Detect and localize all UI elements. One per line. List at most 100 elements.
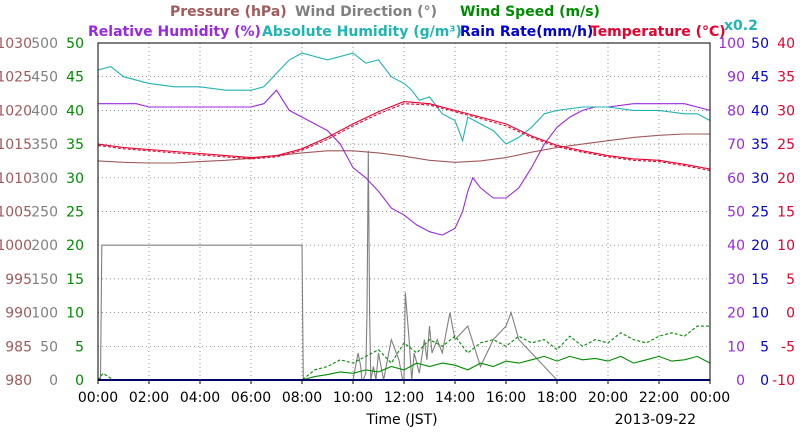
y-tick-label-rain: 40	[751, 103, 769, 119]
y-tick-label-wind_speed: 20	[66, 238, 84, 254]
y-tick-label-temp: 5	[786, 272, 795, 288]
y-tick-label-wind_speed: 25	[66, 205, 84, 221]
y-tick-label-wind_speed: 10	[66, 306, 84, 322]
y-tick-label-wind_dir: 100	[31, 306, 58, 322]
y-tick-label-wind_speed: 30	[66, 171, 84, 187]
y-tick-label-pressure: 1030	[0, 36, 32, 52]
y-tick-label-wind_dir: 200	[31, 238, 58, 254]
y-tick-label-wind_dir: 500	[31, 36, 58, 52]
x-tick-label: 02:00	[129, 390, 169, 406]
title-rain: Rain Rate(mm/h)	[460, 24, 593, 40]
y-tick-label-temp: 30	[777, 103, 795, 119]
grid	[98, 43, 710, 380]
y-tick-label-pressure: 995	[5, 272, 32, 288]
y-tick-label-rh_ah: 30	[727, 272, 745, 288]
x-tick-label: 20:00	[588, 390, 628, 406]
y-tick-label-wind_speed: 0	[75, 373, 84, 389]
y-tick-label-pressure: 1000	[0, 238, 32, 254]
series-line-wind_dir	[98, 150, 710, 381]
y-tick-label-temp: 20	[777, 171, 795, 187]
y-tick-label-wind_dir: 350	[31, 137, 58, 153]
y-tick-label-rh_ah: 80	[727, 103, 745, 119]
y-tick-label-pressure: 985	[5, 339, 32, 355]
y-tick-label-wind_speed: 50	[66, 36, 84, 52]
y-tick-label-rain: 0	[760, 373, 769, 389]
y-tick-label-rh_ah: 0	[736, 373, 745, 389]
y-tick-label-temp: 15	[777, 205, 795, 221]
y-tick-label-pressure: 1020	[0, 103, 32, 119]
y-tick-label-rh_ah: 50	[727, 205, 745, 221]
y-tick-label-pressure: 990	[5, 306, 32, 322]
y-tick-label-rain: 50	[751, 36, 769, 52]
series-line-wind_speed	[98, 355, 711, 381]
x-tick-label: 08:00	[282, 390, 322, 406]
date-label: 2013-09-22	[615, 412, 696, 428]
x-tick-label: 04:00	[180, 390, 220, 406]
x-tick-label: 10:00	[333, 390, 373, 406]
y-tick-label-pressure: 1005	[0, 205, 32, 221]
y-tick-label-temp: 0	[786, 306, 795, 322]
y-tick-label-rh_ah: 70	[727, 137, 745, 153]
x-tick-label: 00:00	[690, 390, 730, 406]
x-tick-label: 16:00	[486, 390, 526, 406]
x-tick-label: 00:00	[78, 390, 118, 406]
x-tick-label: 14:00	[435, 390, 475, 406]
y-tick-label-wind_speed: 35	[66, 137, 84, 153]
x-tick-label: 12:00	[384, 390, 424, 406]
series-line-rh	[98, 89, 711, 236]
y-tick-label-rh_ah: 10	[727, 339, 745, 355]
title-row-2: Relative Humidity (%) Absolute Humidity …	[88, 18, 758, 40]
y-tick-label-temp: 10	[777, 238, 795, 254]
series-layer	[97, 52, 711, 381]
y-tick-label-wind_speed: 5	[75, 339, 84, 355]
y-tick-label-pressure: 980	[5, 373, 32, 389]
y-tick-label-wind_speed: 15	[66, 272, 84, 288]
title-rh: Relative Humidity (%)	[88, 24, 261, 40]
y-tick-label-rain: 25	[751, 205, 769, 221]
y-tick-label-wind_speed: 40	[66, 103, 84, 119]
title-row-1: Pressure (hPa) Wind Direction (°) Wind S…	[170, 4, 600, 20]
y-tick-label-wind_speed: 45	[66, 70, 84, 86]
y-tick-label-rain: 20	[751, 238, 769, 254]
series-line-temp	[97, 101, 711, 170]
title-temp: Temperature (°C)	[590, 24, 726, 40]
y-tick-label-wind_dir: 250	[31, 205, 58, 221]
y-tick-label-rh_ah: 100	[718, 36, 745, 52]
y-tick-label-pressure: 1010	[0, 171, 32, 187]
y-tick-label-temp: 25	[777, 137, 795, 153]
series-line-ah	[97, 52, 711, 145]
y-tick-label-temp: 40	[777, 36, 795, 52]
y-tick-label-rain: 10	[751, 306, 769, 322]
y-tick-label-rh_ah: 40	[727, 238, 745, 254]
y-tick-label-rain: 30	[751, 171, 769, 187]
y-tick-label-wind_dir: 400	[31, 103, 58, 119]
series-line-wind_gust	[97, 325, 710, 381]
y-tick-label-rain: 15	[751, 272, 769, 288]
y-tick-label-pressure: 1015	[0, 137, 32, 153]
y-tick-label-rh_ah: 60	[727, 171, 745, 187]
y-tick-label-rh_ah: 20	[727, 306, 745, 322]
x-tick-label: 06:00	[231, 390, 271, 406]
x-tick-label: 22:00	[639, 390, 679, 406]
title-pressure: Pressure (hPa)	[170, 4, 287, 20]
y-tick-label-temp: -5	[781, 339, 795, 355]
y-tick-label-wind_dir: 50	[40, 339, 58, 355]
x-axis-ticks: 00:00 02:00 04:00 06:00 08:00 10:00 12:00 14:00…	[78, 380, 730, 406]
y-tick-label-rain: 35	[751, 137, 769, 153]
y-tick-label-rh_ah: 90	[727, 70, 745, 86]
y-tick-label-pressure: 1025	[0, 70, 32, 86]
y-tick-label-wind_dir: 0	[49, 373, 58, 389]
series-line-pressure	[97, 133, 710, 164]
y-tick-label-wind_dir: 450	[31, 70, 58, 86]
series-line-temp_dew	[97, 103, 711, 171]
title-wind-speed: Wind Speed (m/s)	[460, 4, 600, 20]
y-tick-label-rain: 5	[760, 339, 769, 355]
y-tick-label-wind_dir: 300	[31, 171, 58, 187]
title-ah: Absolute Humidity (g/m³)	[262, 24, 462, 40]
x-tick-label: 18:00	[537, 390, 577, 406]
x-axis-label: Time (JST)	[365, 412, 437, 428]
ah-scale-note: x0.2	[724, 18, 758, 34]
y-tick-label-temp: 35	[777, 70, 795, 86]
y-axis-ticks: 1030102510201015101010051000995990985980…	[0, 36, 795, 389]
